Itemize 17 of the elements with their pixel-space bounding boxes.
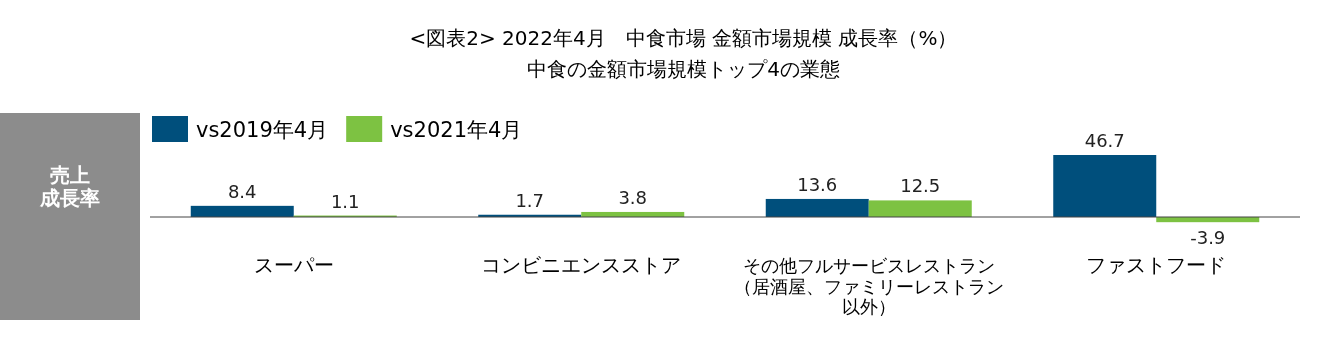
chart-subtitle: 中食の金額市場規模トップ4の業態 — [527, 57, 840, 81]
x-tick-label: ファストフード — [1086, 253, 1227, 277]
data-label: 1.7 — [515, 189, 545, 211]
x-tick-label: コンビニエンスストア — [481, 253, 682, 277]
legend-label: vs2021年4月 — [390, 118, 523, 142]
data-label: 3.8 — [618, 186, 648, 208]
data-label: 1.1 — [330, 190, 360, 212]
legend-label: vs2019年4月 — [196, 118, 329, 142]
data-label: 8.4 — [227, 180, 257, 202]
data-label: 12.5 — [900, 175, 941, 197]
x-tick-label: スーパー — [253, 253, 334, 277]
x-tick-label: その他フルサービスレストラン（居酒屋、ファミリーレストラン以外） — [733, 255, 1004, 318]
y-axis-title: 売上成長率 — [39, 163, 100, 210]
data-label: 13.6 — [797, 173, 838, 195]
chart-title: <図表2> 2022年4月 中食市場 金額市場規模 成長率（%） — [409, 26, 958, 50]
data-label: 46.7 — [1084, 130, 1125, 151]
data-label: -3.9 — [1190, 227, 1226, 249]
